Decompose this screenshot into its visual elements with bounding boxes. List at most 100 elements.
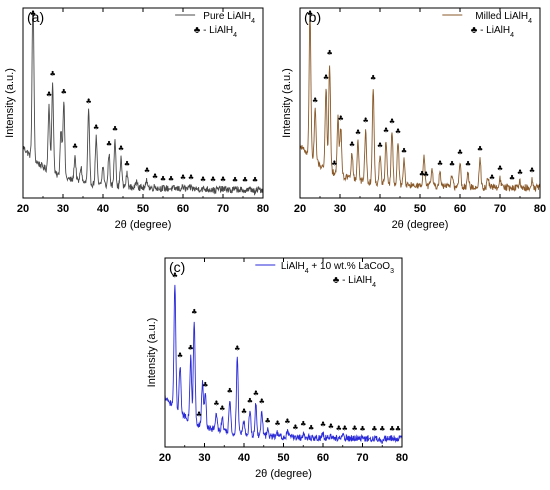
panel-c: ♣♣♣♣♣♣♣♣♣♣♣♣♣♣♣ ♣ ♣♣ ♣ ♣ ♣ ♣ ♣ ♣ ♣ ♣ ♣ ♣ ♣ ♣20 30 40 50 60…	[146, 257, 408, 480]
x-axis-title: 2θ (degree)	[255, 468, 312, 480]
peak-marker: ♣	[220, 176, 226, 184]
peak-marker: ♣	[274, 419, 280, 427]
peak-marker: ♣	[342, 424, 348, 432]
peak-marker: ♣	[200, 175, 206, 183]
x-tick-label: 70	[494, 203, 506, 215]
x-tick-label: 30	[198, 452, 210, 464]
peak-marker: ♣	[247, 397, 253, 405]
x-axis-title: 2θ (degree)	[115, 219, 172, 231]
x-tick-label: 20	[17, 203, 29, 215]
peak-marker: ♣	[336, 425, 342, 433]
panel-label: (b)	[304, 9, 321, 25]
peak-marker: ♣	[177, 352, 183, 360]
peak-marker: ♣	[124, 160, 130, 168]
peak-marker: ♣	[253, 390, 259, 398]
x-tick-label: 50	[137, 203, 149, 215]
peak-marker: ♣	[188, 344, 194, 352]
panel-b: ♣♣♣♣♣♣♣♣♣♣♣♣♣♣♣♣♣♣ ♣♣♣♣♣♣♣♣ ♣20 30 40 50 60 70 8…	[281, 7, 546, 231]
peak-marker: ♣	[93, 123, 99, 131]
peak-marker: ♣	[377, 141, 383, 149]
peak-marker: ♣	[323, 74, 329, 82]
x-tick-label: 40	[97, 203, 109, 215]
peak-marker: ♣	[300, 420, 306, 428]
peak-marker: ♣	[265, 417, 271, 425]
peak-marker: ♣	[180, 173, 186, 181]
peak-marker: ♣	[152, 173, 158, 181]
x-tick-label: 70	[356, 452, 368, 464]
peak-marker: ♣	[371, 425, 377, 433]
peak-marker: ♣	[213, 399, 219, 407]
y-axis-title: Intensity (a.u.)	[146, 318, 158, 388]
legend: LiAlH4 + 10 wt.% LaCoO3♣ - LiAlH4	[255, 261, 394, 289]
y-axis-title: Intensity (a.u.)	[4, 68, 16, 138]
x-tick-label: 20	[159, 452, 171, 464]
peak-marker: ♣	[517, 168, 523, 176]
peak-marker: ♣	[465, 160, 471, 168]
peak-marker: ♣	[370, 74, 376, 82]
peak-marker: ♣	[437, 160, 443, 168]
peak-marker: ♣	[168, 175, 174, 183]
peak-marker: ♣	[202, 381, 208, 389]
spectrum-line	[164, 284, 403, 444]
legend: Milled LiAlH4♣ - LiAlH4	[442, 11, 532, 39]
legend-series-label: Pure LiAlH4	[203, 11, 255, 25]
peak-marker: ♣	[497, 164, 503, 172]
peak-marker: ♣	[241, 408, 247, 416]
peak-marker: ♣	[259, 398, 265, 406]
y-axis-title: Intensity (a.u.)	[281, 68, 293, 138]
peak-marker: ♣	[351, 425, 357, 433]
x-tick-label: 60	[317, 452, 329, 464]
legend-series-label: LiAlH4 + 10 wt.% LaCoO3	[281, 261, 394, 275]
x-tick-label: 40	[374, 203, 386, 215]
x-tick-label: 80	[257, 203, 269, 215]
peak-marker: ♣	[328, 422, 334, 430]
legend-series-label: Milled LiAlH4	[475, 11, 532, 25]
peak-marker: ♣	[172, 271, 178, 279]
peak-marker: ♣	[252, 176, 258, 184]
peak-marker: ♣	[191, 308, 197, 316]
peak-marker: ♣	[389, 425, 395, 433]
legend-marker-label: ♣ - LiAlH4	[471, 25, 514, 39]
x-tick-label: 80	[534, 203, 546, 215]
peak-marker: ♣	[219, 404, 225, 412]
x-tick-label: 60	[177, 203, 189, 215]
peak-marker: ♣	[196, 411, 202, 419]
peak-marker: ♣	[395, 425, 401, 433]
peak-marker: ♣	[118, 145, 124, 153]
peak-marker: ♣	[389, 118, 395, 126]
peak-marker: ♣	[509, 174, 515, 182]
peak-marker: ♣	[61, 88, 67, 96]
peak-marker: ♣	[401, 147, 407, 155]
peak-marker: ♣	[227, 387, 233, 395]
spectrum-line	[299, 14, 541, 193]
peak-marker: ♣	[395, 128, 401, 136]
x-tick-label: 50	[277, 452, 289, 464]
peak-marker: ♣	[112, 125, 118, 133]
legend-marker-label: ♣ - LiAlH4	[333, 275, 376, 289]
peak-marker: ♣	[383, 127, 389, 135]
x-tick-label: 30	[57, 203, 69, 215]
peak-marker: ♣	[49, 70, 55, 78]
peak-marker: ♣	[449, 160, 455, 168]
peak-marker: ♣	[144, 167, 150, 175]
panel-label: (a)	[27, 9, 44, 25]
peak-marker: ♣	[489, 174, 495, 182]
peak-marker: ♣	[320, 420, 326, 428]
peak-marker: ♣	[85, 98, 91, 106]
peak-marker: ♣	[307, 10, 313, 18]
peak-marker: ♣	[308, 424, 314, 432]
peak-marker: ♣	[312, 96, 318, 104]
x-tick-label: 50	[414, 203, 426, 215]
peak-marker: ♣	[338, 114, 344, 122]
peak-marker: ♣	[326, 49, 332, 57]
peak-marker: ♣	[477, 145, 483, 153]
peak-marker: ♣	[46, 91, 52, 99]
x-tick-label: 30	[334, 203, 346, 215]
panel-a: ♣♣♣♣♣♣♣♣♣♣♣♣♣ ♣ ♣ ♣ ♣ ♣ ♣ ♣ ♣ ♣ ♣20 30 40 50 60 70 802θ …	[4, 7, 269, 231]
spectrum-line	[22, 11, 264, 196]
peak-marker: ♣	[160, 175, 166, 183]
x-tick-label: 40	[238, 452, 250, 464]
peak-marker: ♣	[30, 10, 36, 18]
peak-marker: ♣	[355, 129, 361, 137]
